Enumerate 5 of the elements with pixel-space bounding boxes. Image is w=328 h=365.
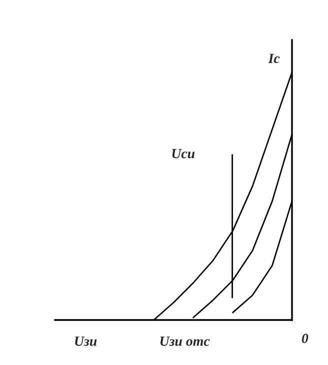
y-axis-title: Ic [268,54,280,64]
x-axis-title: Uзи [75,336,97,346]
annotation: Uси [172,149,195,158]
text: 0 [302,334,308,344]
text: Uзи отс [160,336,210,346]
